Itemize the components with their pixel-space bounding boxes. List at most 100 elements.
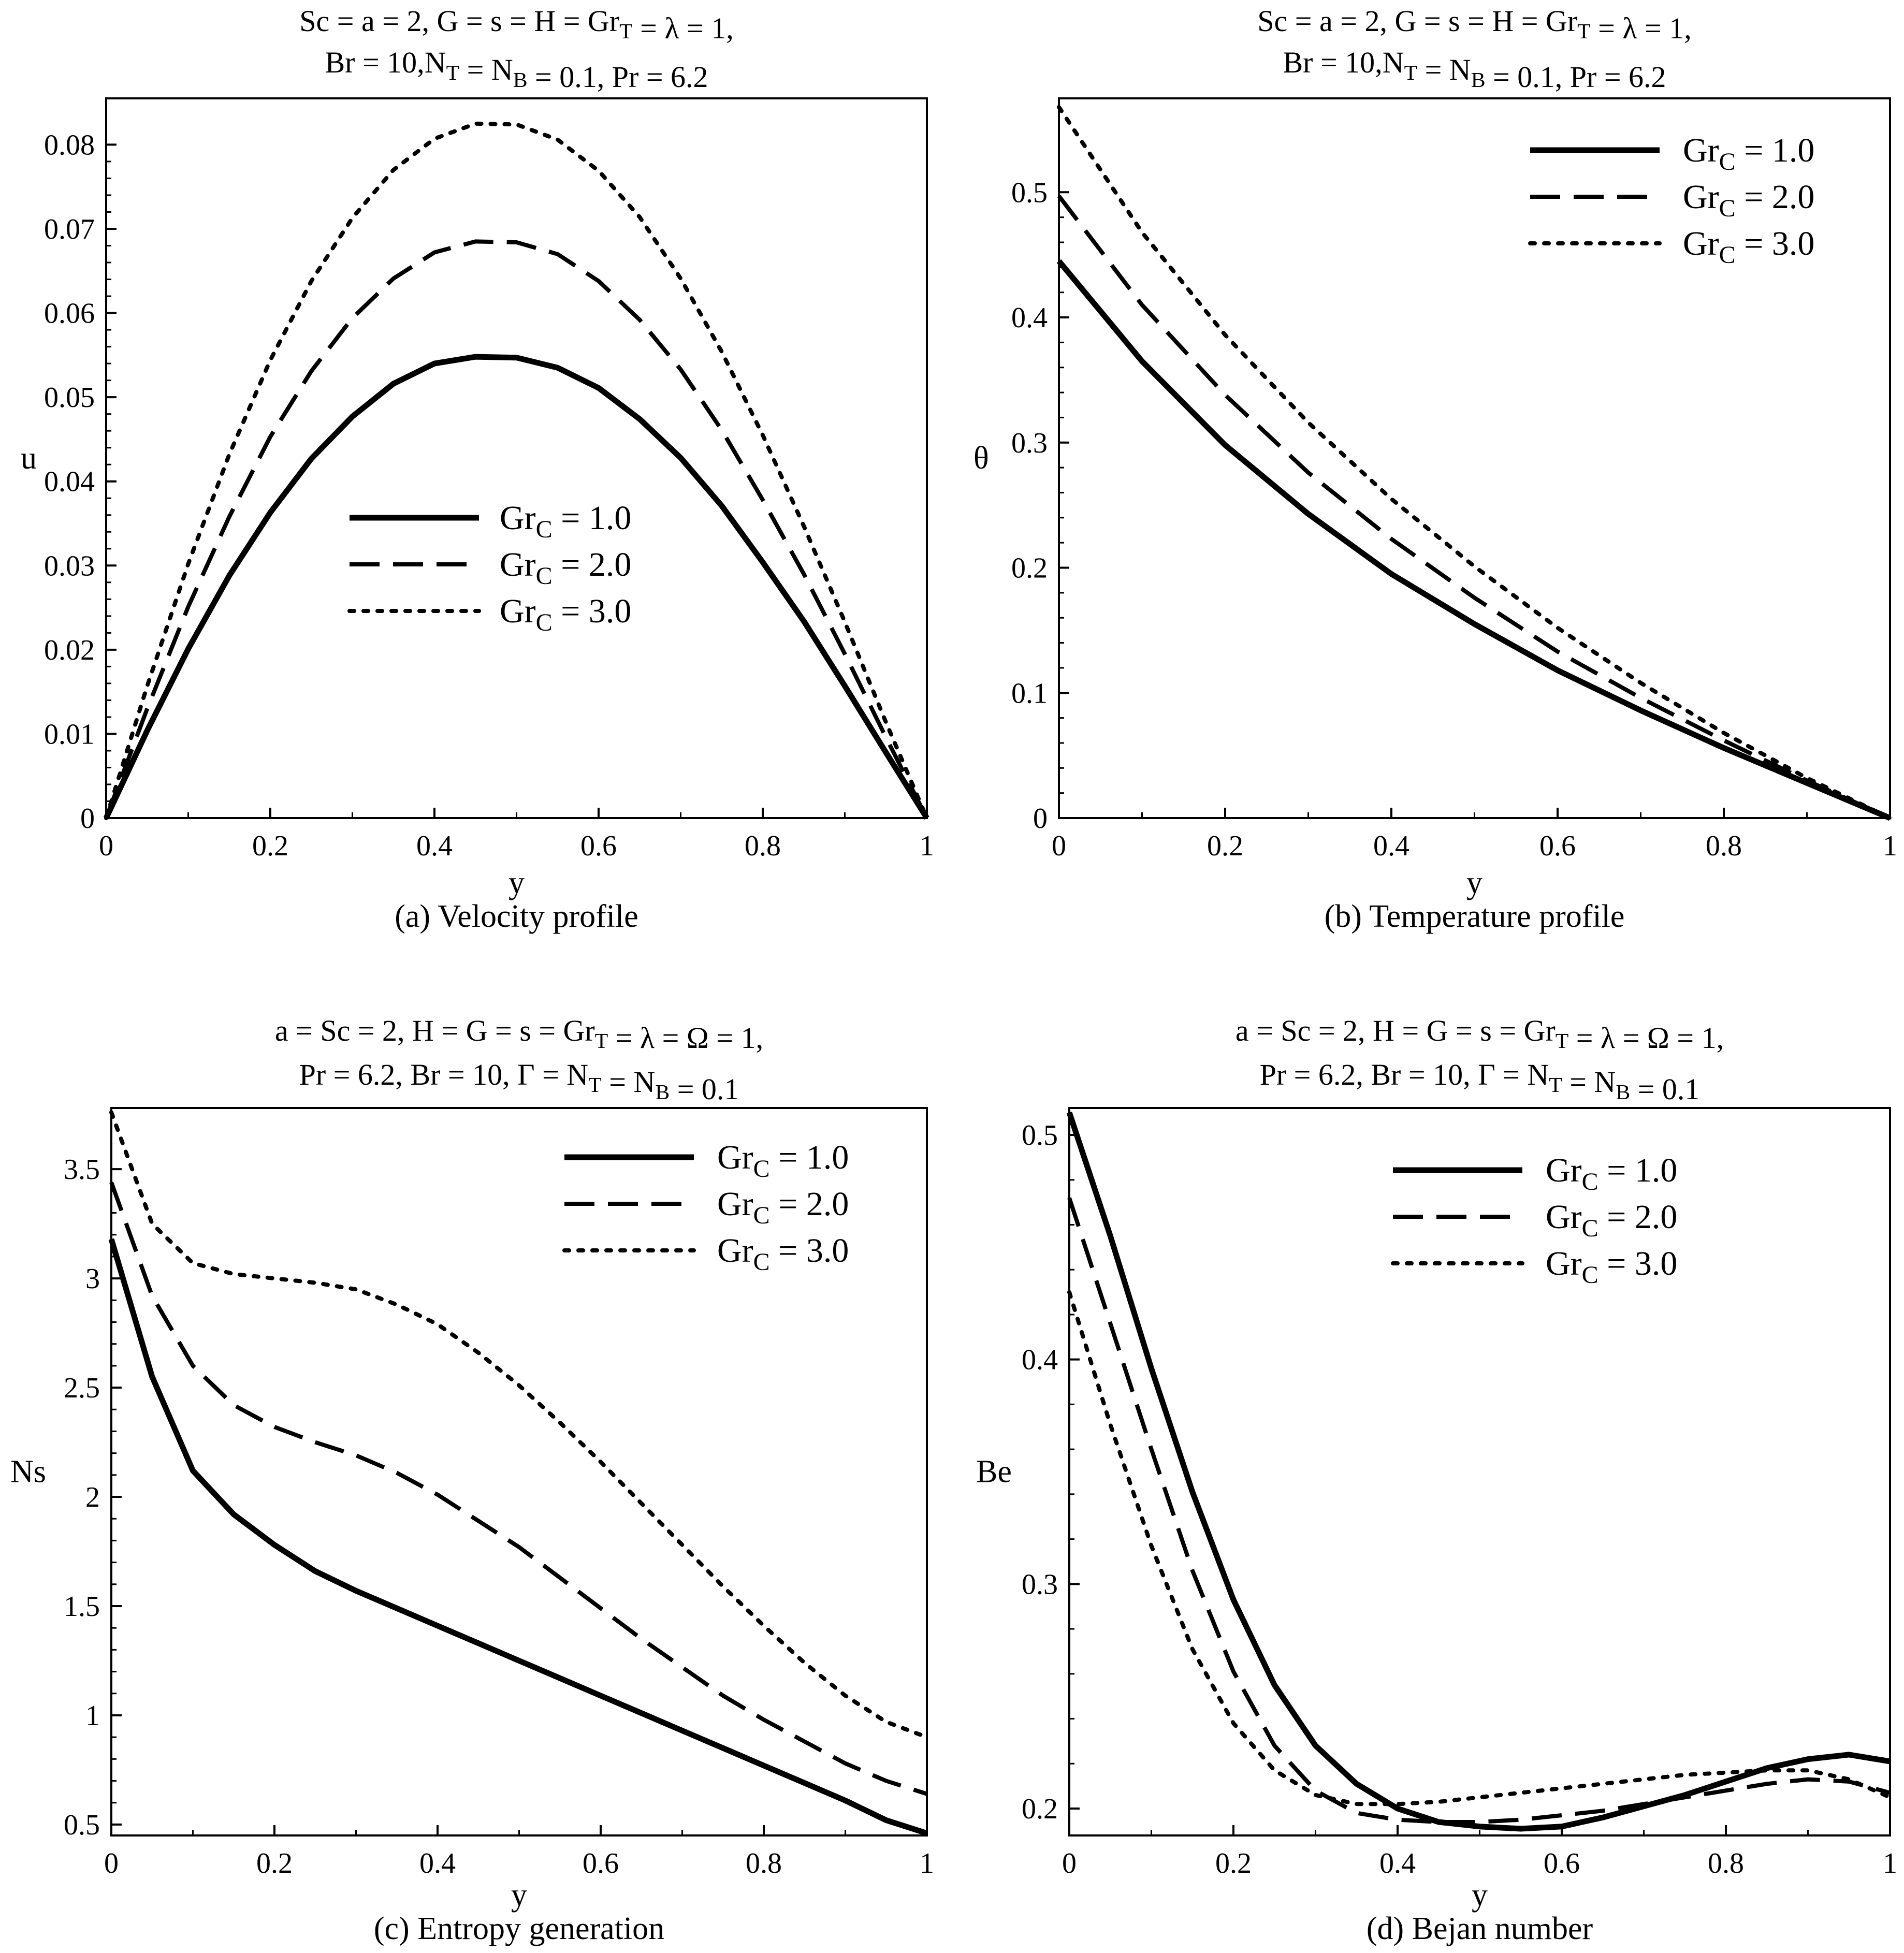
chart-title-line-2-subscript: B xyxy=(655,1081,670,1104)
chart-title-line-1: Sc = a = 2, G = s = H = GrT = λ = 1, xyxy=(1257,4,1691,45)
y-tick-label: 0.5 xyxy=(64,1809,100,1841)
legend-label-grc-2: GrC = 2.0 xyxy=(500,546,631,590)
series-line-grc-1 xyxy=(1056,259,1892,821)
series-line-grc-2 xyxy=(104,239,929,819)
chart-title-line-1-subscript: T xyxy=(595,1029,608,1053)
legend-label-grc-1: GrC = 1.0 xyxy=(1683,132,1814,176)
y-tick-label: 0.03 xyxy=(44,550,95,582)
x-tick-label: 1 xyxy=(920,830,934,862)
x-tick-label: 0.4 xyxy=(416,830,453,862)
x-tick-label: 0.2 xyxy=(252,830,288,862)
chart-title-line-1: Sc = a = 2, G = s = H = GrT = λ = 1, xyxy=(299,4,733,45)
y-tick-label: 0 xyxy=(80,803,95,835)
y-tick-label: 0.02 xyxy=(44,634,95,666)
x-tick-label: 0.6 xyxy=(1539,830,1576,862)
chart-title-line-2-subscript: B xyxy=(513,68,528,92)
x-tick-label: 0 xyxy=(104,1847,119,1879)
y-tick-label: 0.01 xyxy=(44,718,95,750)
x-tick-label: 0.8 xyxy=(746,1847,782,1879)
y-tick-label: 0 xyxy=(1033,803,1048,835)
chart-title-line-2: Pr = 6.2, Br = 10, Γ = NT = NB = 0.1 xyxy=(299,1058,739,1106)
panel-caption: (b) Temperature profile xyxy=(1325,899,1625,934)
series-line-grc-3 xyxy=(109,1110,929,1740)
chart-title-line-2-subscript: B xyxy=(1471,68,1486,92)
y-tick-label: 0.05 xyxy=(44,382,95,414)
x-tick-label: 0.6 xyxy=(583,1847,619,1879)
panel-b-temperature-profile: Sc = a = 2, G = s = H = GrT = λ = 1,Br =… xyxy=(973,4,1897,934)
chart-title-line-2-subscript: B xyxy=(1616,1081,1630,1104)
panel-caption: (d) Bejan number xyxy=(1367,1911,1593,1946)
y-tick-label: 2 xyxy=(85,1481,100,1513)
y-tick-label: 0.4 xyxy=(1022,1344,1058,1376)
y-tick-label: 0.07 xyxy=(44,213,95,245)
x-tick-label: 0.2 xyxy=(256,1847,293,1879)
series-line-grc-2 xyxy=(1057,195,1891,820)
panel-a-velocity-profile: Sc = a = 2, G = s = H = GrT = λ = 1,Br =… xyxy=(21,4,934,934)
legend-label-grc-3: GrC = 3.0 xyxy=(1683,225,1814,269)
y-tick-label: 0.3 xyxy=(1011,427,1048,459)
x-tick-label: 0.2 xyxy=(1215,1847,1252,1879)
chart-title-line-2-subscript: T xyxy=(1404,61,1418,85)
x-tick-label: 0.6 xyxy=(1544,1847,1580,1879)
y-tick-label: 3 xyxy=(85,1263,100,1295)
y-tick-label: 3.5 xyxy=(64,1154,100,1186)
y-tick-label: 0.2 xyxy=(1022,1793,1058,1825)
x-tick-label: 0.4 xyxy=(1373,830,1409,862)
x-axis-label: y xyxy=(1472,1877,1488,1913)
x-axis-label: y xyxy=(1466,865,1482,900)
chart-title-line-1: a = Sc = 2, H = G = s = GrT = λ = Ω = 1, xyxy=(1236,1014,1724,1055)
series-line-grc-1 xyxy=(104,354,929,820)
y-axis-label: Ns xyxy=(10,1454,46,1490)
y-tick-label: 0.5 xyxy=(1022,1119,1058,1152)
y-tick-label: 0.1 xyxy=(1011,677,1048,709)
legend-label-grc-1: GrC = 1.0 xyxy=(500,499,631,543)
y-axis-label: Be xyxy=(976,1454,1012,1490)
series-line-grc-3 xyxy=(1057,105,1892,820)
chart-title-line-2: Br = 10,NT = NB = 0.1, Pr = 6.2 xyxy=(325,46,708,94)
y-tick-label: 1 xyxy=(85,1700,100,1732)
legend-label-grc-2: GrC = 2.0 xyxy=(1683,178,1814,222)
x-axis-label: y xyxy=(508,865,525,900)
x-tick-label: 0.2 xyxy=(1207,830,1243,862)
chart-title-line-1-subscript: T xyxy=(619,20,633,43)
panel-caption: (a) Velocity profile xyxy=(395,899,638,934)
y-tick-label: 1.5 xyxy=(64,1591,100,1623)
series-line-grc-3 xyxy=(1067,1290,1892,1806)
y-tick-label: 0.5 xyxy=(1011,177,1048,209)
legend-label-grc-3: GrC = 3.0 xyxy=(717,1232,849,1276)
y-tick-label: 0.3 xyxy=(1022,1568,1058,1600)
chart-title-line-2: Pr = 6.2, Br = 10, Γ = NT = NB = 0.1 xyxy=(1260,1058,1700,1106)
x-tick-label: 0 xyxy=(1052,830,1066,862)
legend-label-grc-1: GrC = 1.0 xyxy=(1546,1152,1677,1196)
chart-title-line-1: a = Sc = 2, H = G = s = GrT = λ = Ω = 1, xyxy=(275,1014,763,1055)
x-tick-label: 0.4 xyxy=(419,1847,456,1879)
y-tick-label: 0.2 xyxy=(1011,552,1048,585)
x-tick-label: 0.4 xyxy=(1379,1847,1416,1879)
series-line-grc-3 xyxy=(104,121,929,820)
y-tick-label: 2.5 xyxy=(64,1372,100,1404)
x-axis-label: y xyxy=(511,1877,527,1913)
y-tick-label: 0.08 xyxy=(44,129,95,161)
legend-label-grc-3: GrC = 3.0 xyxy=(1546,1245,1677,1289)
chart-title-line-1-subscript: T xyxy=(1577,20,1591,43)
x-tick-label: 0.8 xyxy=(745,830,781,862)
chart-title-line-1-subscript: T xyxy=(1556,1029,1569,1053)
x-tick-label: 0.6 xyxy=(580,830,617,862)
series-line-grc-2 xyxy=(109,1182,928,1796)
y-tick-label: 0.06 xyxy=(44,298,95,330)
y-axis-label: u xyxy=(21,441,37,476)
x-tick-label: 1 xyxy=(920,1847,934,1879)
chart-title-line-2: Br = 10,NT = NB = 0.1, Pr = 6.2 xyxy=(1283,46,1666,94)
x-tick-label: 0.8 xyxy=(1706,830,1742,862)
series-line-grc-1 xyxy=(108,1238,928,1837)
legend-label-grc-2: GrC = 2.0 xyxy=(717,1185,849,1229)
y-tick-label: 0.04 xyxy=(44,466,95,498)
series-line-grc-2 xyxy=(1067,1197,1891,1824)
y-axis-label: θ xyxy=(973,441,989,476)
x-tick-label: 0 xyxy=(1062,1847,1077,1879)
x-tick-label: 0.8 xyxy=(1708,1847,1744,1879)
panel-c-entropy-generation: a = Sc = 2, H = G = s = GrT = λ = Ω = 1,… xyxy=(10,1014,934,1946)
legend-label-grc-2: GrC = 2.0 xyxy=(1546,1198,1677,1242)
series-line-grc-1 xyxy=(1066,1111,1891,1832)
